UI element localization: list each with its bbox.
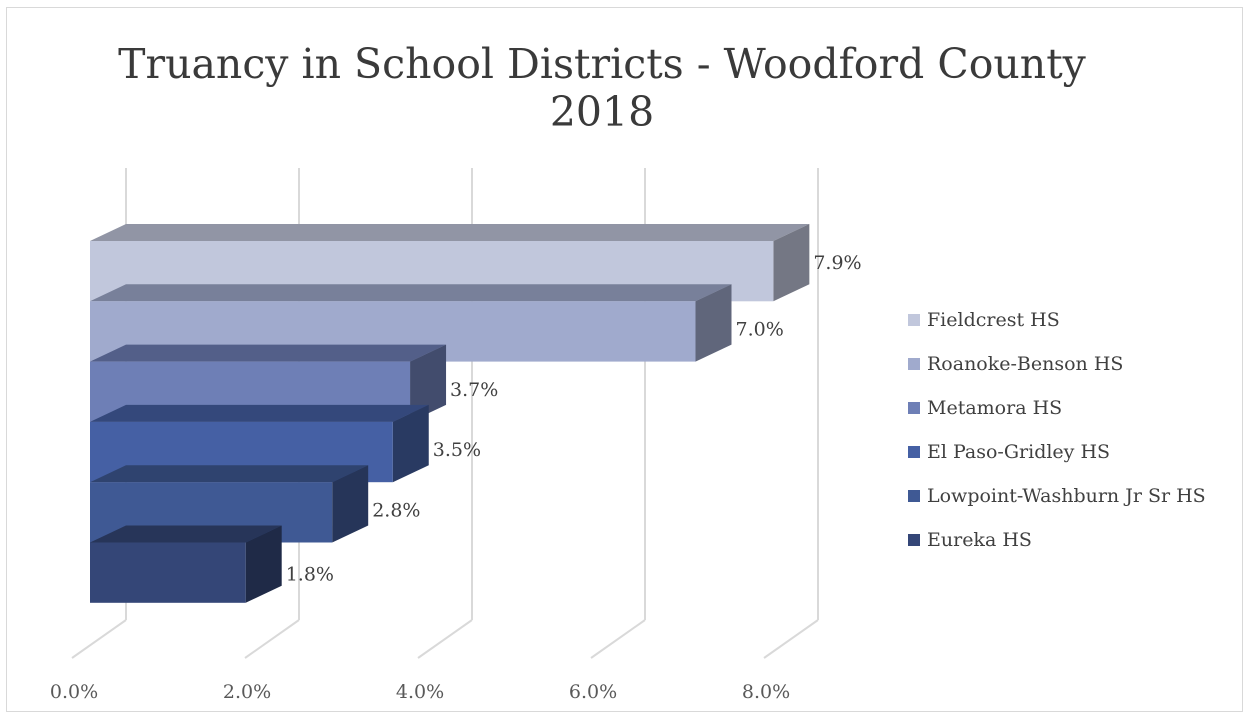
legend-label-3: El Paso-Gridley HS [927, 441, 1110, 463]
legend: Fieldcrest HS Roanoke-Benson HS Metamora H… [908, 309, 1206, 551]
x-axis-ticks: 0.0% 2.0% 4.0% 6.0% 8.0% [50, 681, 790, 703]
bar-side-face-3 [392, 404, 429, 483]
legend-item-5: Eureka HS [908, 529, 1032, 551]
data-labels: 7.9% 7.0% 3.7% 3.5% 2.8% 1.8% [286, 252, 862, 586]
bar-top-face-0 [90, 224, 810, 241]
data-label-0: 7.9% [813, 252, 861, 274]
gridline-floor-2 [417, 619, 473, 659]
x-tick-label-1: 2.0% [223, 681, 271, 703]
data-label-1: 7.0% [736, 318, 784, 340]
bar-side-face-2 [410, 344, 447, 422]
legend-item-1: Roanoke-Benson HS [908, 353, 1123, 375]
legend-item-4: Lowpoint-Washburn Jr Sr HS [908, 485, 1206, 507]
gridline-floor-4 [763, 619, 819, 659]
gridline-floor-3 [590, 619, 646, 659]
bar-side-face-4 [332, 465, 369, 543]
x-tick-label-0: 0.0% [50, 681, 98, 703]
bars [90, 224, 810, 603]
legend-label-1: Roanoke-Benson HS [927, 353, 1123, 375]
bar-front-face-5 [90, 542, 246, 603]
data-label-5: 1.8% [286, 564, 334, 586]
legend-label-4: Lowpoint-Washburn Jr Sr HS [927, 485, 1206, 507]
chart-title: Truancy in School Districts - Woodford C… [118, 40, 1087, 88]
bar-side-face-5 [245, 525, 282, 603]
gridline-floor-0 [71, 619, 127, 659]
legend-label-5: Eureka HS [927, 529, 1032, 551]
data-label-4: 2.8% [372, 499, 420, 521]
legend-swatch-4 [908, 490, 920, 502]
legend-label-2: Metamora HS [927, 397, 1062, 419]
data-label-3: 3.5% [433, 439, 481, 461]
legend-item-3: El Paso-Gridley HS [908, 441, 1110, 463]
gridline-floor-1 [244, 619, 300, 659]
x-tick-label-3: 6.0% [569, 681, 617, 703]
bar-top-face-1 [90, 284, 732, 302]
bar-top-face-3 [90, 404, 429, 422]
bar-top-face-5 [90, 525, 282, 543]
bar-side-face-0 [773, 224, 810, 302]
legend-item-0: Fieldcrest HS [908, 309, 1060, 331]
data-label-2: 3.7% [450, 379, 498, 401]
legend-item-2: Metamora HS [908, 397, 1062, 419]
bar-eureka-hs [90, 525, 282, 603]
legend-swatch-5 [908, 534, 920, 546]
legend-swatch-3 [908, 446, 920, 458]
chart-title-group: Truancy in School Districts - Woodford C… [118, 40, 1087, 136]
bar-top-face-2 [90, 344, 447, 362]
x-tick-label-2: 4.0% [396, 681, 444, 703]
x-tick-label-4: 8.0% [742, 681, 790, 703]
chart-subtitle: 2018 [550, 88, 654, 136]
bar-side-face-1 [695, 284, 732, 362]
legend-swatch-0 [908, 314, 920, 326]
bar-top-face-4 [90, 465, 369, 483]
legend-swatch-1 [908, 358, 920, 370]
legend-label-0: Fieldcrest HS [927, 309, 1060, 331]
legend-swatch-2 [908, 402, 920, 414]
